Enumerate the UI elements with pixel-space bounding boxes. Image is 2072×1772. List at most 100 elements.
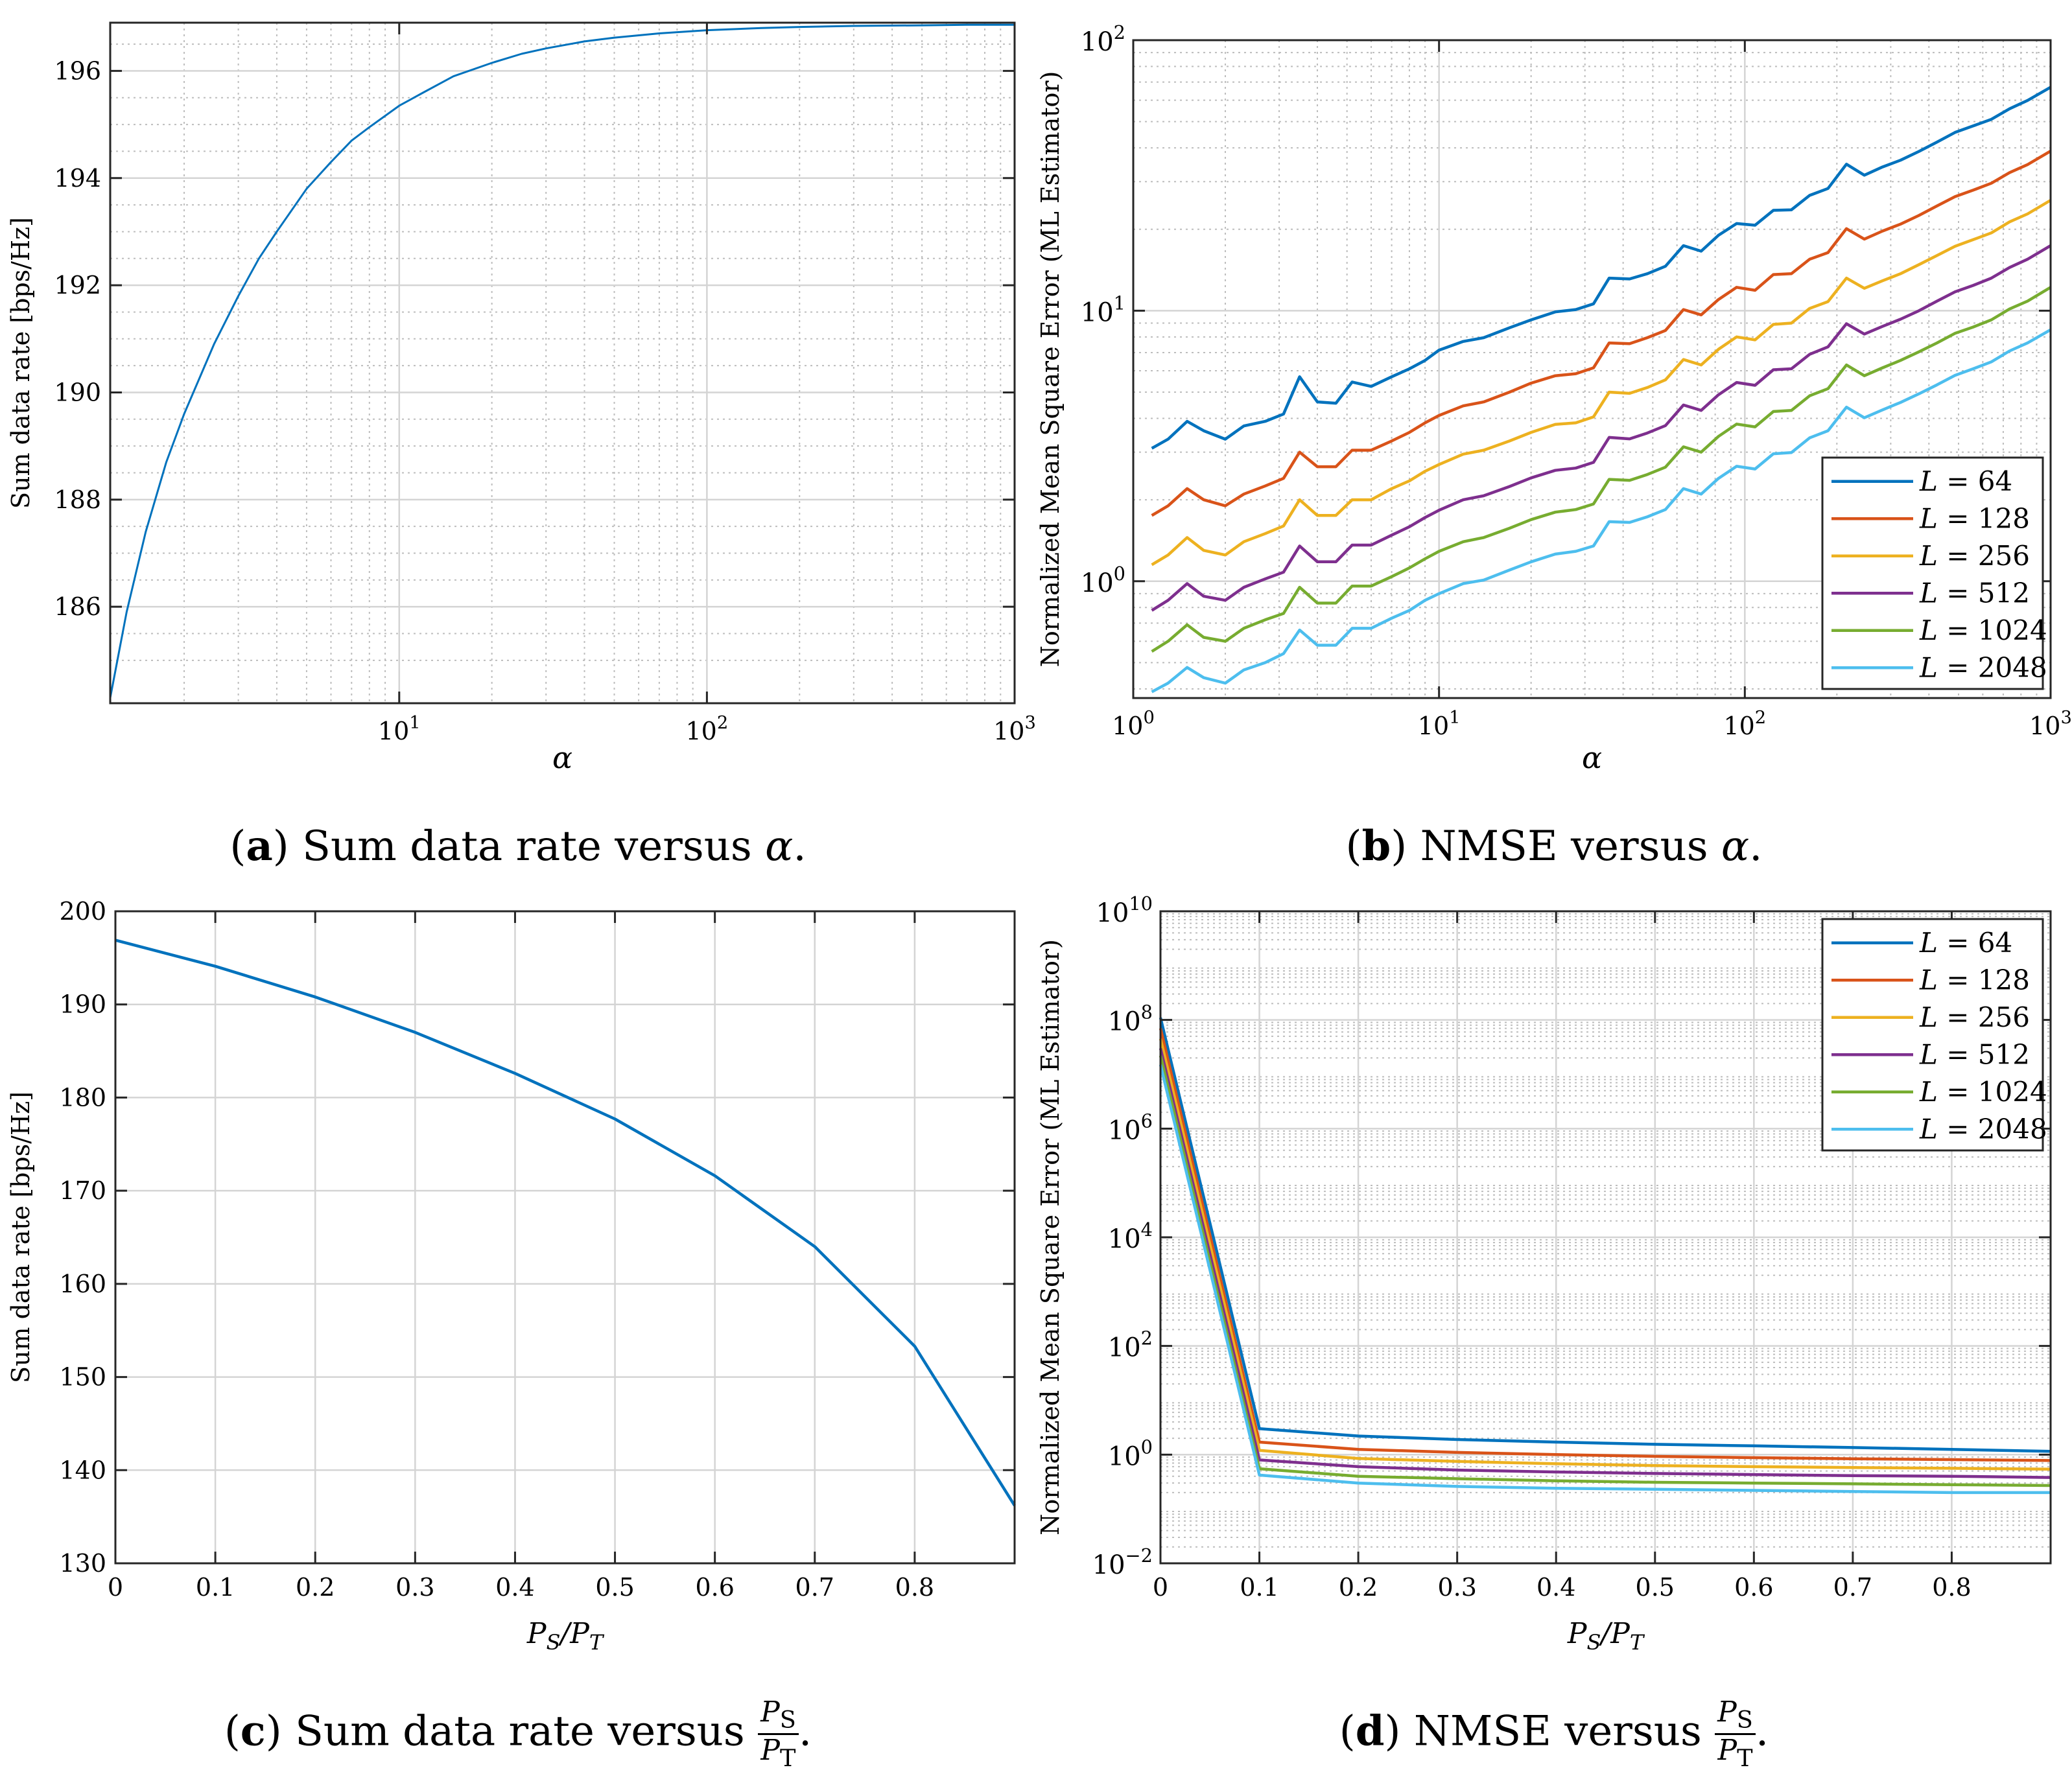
caption-a: (a) Sum data rate versus α. bbox=[230, 822, 806, 870]
x-tick-label: 0.4 bbox=[1536, 1573, 1575, 1602]
legend-label: L = 128 bbox=[1919, 502, 2030, 534]
legend-label: L = 64 bbox=[1919, 927, 2012, 959]
y-tick-label: 101 bbox=[1081, 292, 1125, 327]
series-line-2 bbox=[1159, 1028, 2051, 1462]
y-tick-label: 104 bbox=[1108, 1218, 1153, 1254]
y-tick-label: 100 bbox=[1081, 563, 1125, 598]
series-line-1 bbox=[109, 23, 1015, 698]
legend-box bbox=[1821, 918, 2044, 1152]
x-tick-label: 0.5 bbox=[595, 1573, 634, 1602]
x-tick-label: 101 bbox=[378, 713, 421, 745]
x-tick-label: 0.6 bbox=[1734, 1573, 1773, 1602]
series-line-2 bbox=[1151, 150, 2052, 517]
series-line-5 bbox=[1159, 1055, 2051, 1487]
y-tick-label: 1010 bbox=[1096, 892, 1153, 928]
series-line-3 bbox=[1159, 1038, 2051, 1471]
x-tick-label: 0.1 bbox=[196, 1573, 235, 1602]
fraction-ps-pt: PS PT bbox=[758, 1698, 799, 1771]
x-tick-label: 0.3 bbox=[1437, 1573, 1476, 1602]
legend-label: L = 512 bbox=[1919, 577, 2030, 609]
y-axis-label: Sum data rate [bps/Hz] bbox=[6, 217, 35, 509]
x-tick-label: 102 bbox=[1723, 708, 1766, 740]
legend-label: L = 64 bbox=[1919, 465, 2012, 497]
x-tick-label: 0.7 bbox=[795, 1573, 834, 1602]
y-tick-label: 10−2 bbox=[1092, 1545, 1153, 1580]
legend-label: L = 2048 bbox=[1919, 1113, 2047, 1145]
y-tick-label: 196 bbox=[54, 56, 101, 85]
legend-label: L = 2048 bbox=[1919, 651, 2047, 683]
x-tick-label: 103 bbox=[2029, 708, 2072, 740]
series-line-6 bbox=[1159, 1064, 2051, 1495]
y-axis-label: Sum data rate [bps/Hz] bbox=[6, 1091, 35, 1383]
x-tick-label: 0.6 bbox=[695, 1573, 734, 1602]
y-tick-label: 192 bbox=[54, 271, 101, 299]
y-tick-label: 160 bbox=[59, 1270, 106, 1298]
y-tick-label: 186 bbox=[54, 592, 101, 621]
x-tick-label: 0.7 bbox=[1833, 1573, 1872, 1602]
plot-area: 0 0.1 0.2 0.3 0.4 0.5 0.6 0.7 0.8 130 140 150 160 170… bbox=[6, 897, 1016, 1655]
x-tick-label: 0 bbox=[1153, 1573, 1168, 1602]
series-line-1 bbox=[115, 938, 1016, 1507]
x-axis-label: α bbox=[552, 740, 572, 775]
series-line-6 bbox=[1151, 328, 2052, 694]
axes-box bbox=[109, 21, 1016, 705]
caption-b: (b) NMSE versus α. bbox=[1345, 822, 1763, 870]
series-line-3 bbox=[1151, 199, 2052, 566]
x-tick-label: 0.2 bbox=[296, 1573, 335, 1602]
legend-label: L = 256 bbox=[1919, 540, 2030, 572]
y-tick-label: 150 bbox=[59, 1363, 106, 1392]
x-tick-label: 0.5 bbox=[1636, 1573, 1675, 1602]
fraction-ps-pt: PS PT bbox=[1715, 1698, 1756, 1771]
x-tick-label: 103 bbox=[993, 713, 1036, 745]
series-line-4 bbox=[1159, 1047, 2051, 1479]
y-tick-label: 190 bbox=[54, 378, 101, 406]
x-tick-label: 0.2 bbox=[1339, 1573, 1378, 1602]
legend-label: L = 1024 bbox=[1919, 614, 2047, 646]
legend: L = 64 L = 128 L = 256 L = 512 L = 1024 L = 2… bbox=[1821, 918, 2047, 1152]
legend-box bbox=[1821, 456, 2044, 690]
plot-area: 101 102 103 186 188 190 192 194 196 α Sum data rat… bbox=[6, 21, 1036, 775]
y-tick-label: 102 bbox=[1108, 1327, 1153, 1363]
y-tick-label: 200 bbox=[59, 897, 106, 926]
legend-label: L = 1024 bbox=[1919, 1076, 2047, 1108]
y-tick-label: 108 bbox=[1108, 1001, 1153, 1037]
series-line-5 bbox=[1151, 286, 2052, 653]
x-tick-label: 0.8 bbox=[895, 1573, 934, 1602]
plot-background bbox=[110, 23, 1015, 703]
x-axis-label: PS/PT bbox=[1567, 1617, 1645, 1655]
x-tick-label: 0.1 bbox=[1240, 1573, 1278, 1602]
chart-b: 100 101 102 103 100 101 102 α Normalized Mean Sq… bbox=[1036, 21, 2072, 775]
chart-c: 0 0.1 0.2 0.3 0.4 0.5 0.6 0.7 0.8 130 140 150 160 170… bbox=[6, 897, 1016, 1655]
x-axis-label: PS/PT bbox=[526, 1617, 605, 1655]
x-tick-label: 0.3 bbox=[395, 1573, 434, 1602]
legend-label: L = 256 bbox=[1919, 1001, 2030, 1033]
plot-background bbox=[115, 911, 1015, 1563]
legend: L = 64 L = 128 L = 256 L = 512 L = 1024 L = 2… bbox=[1821, 456, 2047, 690]
axes-box bbox=[114, 910, 1016, 1565]
series-line-1 bbox=[1151, 86, 2052, 450]
y-tick-label: 170 bbox=[59, 1176, 106, 1205]
x-axis-label: α bbox=[1582, 740, 1602, 775]
y-tick-label: 194 bbox=[54, 164, 101, 192]
series-line-1 bbox=[1159, 1017, 2051, 1453]
y-tick-label: 102 bbox=[1081, 21, 1125, 57]
y-tick-label: 188 bbox=[54, 485, 101, 514]
y-axis-label: Normalized Mean Square Error (ML Estimat… bbox=[1036, 939, 1065, 1535]
y-tick-label: 140 bbox=[59, 1456, 106, 1484]
legend-label: L = 512 bbox=[1919, 1038, 2030, 1070]
x-tick-label: 101 bbox=[1418, 708, 1461, 740]
x-tick-label: 100 bbox=[1112, 708, 1155, 740]
axes-box bbox=[1132, 39, 2052, 699]
series-line-4 bbox=[1151, 244, 2052, 612]
y-axis-label: Normalized Mean Square Error (ML Estimat… bbox=[1036, 71, 1065, 668]
y-tick-label: 180 bbox=[59, 1083, 106, 1112]
y-tick-label: 190 bbox=[59, 990, 106, 1019]
chart-d: 0 0.1 0.2 0.3 0.4 0.5 0.6 0.7 0.8 10−2 100 102 104 10… bbox=[1036, 892, 2052, 1655]
y-tick-label: 130 bbox=[59, 1549, 106, 1578]
chart-a: 101 102 103 186 188 190 192 194 196 α Sum data rat… bbox=[6, 21, 1036, 775]
x-tick-label: 0.4 bbox=[495, 1573, 534, 1602]
y-tick-label: 106 bbox=[1108, 1110, 1153, 1145]
y-tick-label: 100 bbox=[1108, 1436, 1153, 1471]
legend-label: L = 128 bbox=[1919, 964, 2030, 996]
